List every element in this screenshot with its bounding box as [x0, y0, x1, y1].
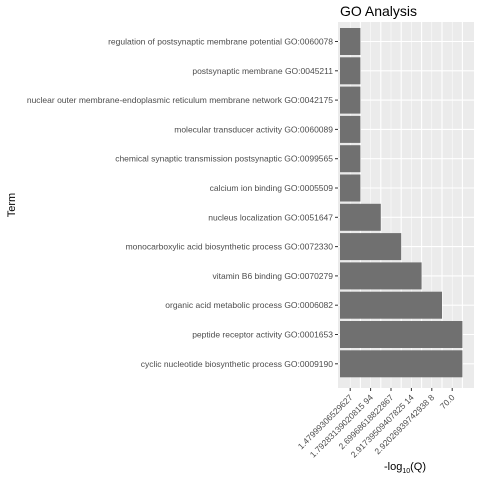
bar — [340, 233, 402, 261]
bar — [340, 115, 361, 143]
y-tick-label: cyclic nucleotide biosynthetic process G… — [141, 359, 334, 369]
bar — [340, 350, 463, 378]
y-tick-label: regulation of postsynaptic membrane pote… — [108, 37, 333, 47]
x-tick-label: 70.0 — [438, 392, 457, 411]
bar — [340, 174, 361, 202]
bar — [340, 262, 422, 290]
bar — [340, 321, 463, 348]
bar — [340, 57, 361, 85]
x-axis-title: -log10(Q) — [384, 461, 426, 475]
y-tick-label: peptide receptor activity GO:0001653 — [192, 330, 333, 340]
y-tick-label: organic acid metabolic process GO:000608… — [165, 300, 333, 310]
bar — [340, 291, 442, 319]
bar — [340, 203, 381, 231]
x-axis-title-suffix: (Q) — [410, 461, 426, 473]
y-tick-label: molecular transducer activity GO:0060089 — [174, 124, 333, 134]
y-axis-title: Term — [6, 193, 18, 217]
x-axis-title-prefix: -log — [384, 461, 402, 473]
y-tick-label: calcium ion binding GO:0005509 — [210, 183, 334, 193]
bars — [340, 28, 463, 378]
y-tick-label: nuclear outer membrane-endoplasmic retic… — [27, 95, 333, 105]
y-tick-label: monocarboxylic acid biosynthetic process… — [126, 242, 334, 252]
x-axis-title-subscript: 10 — [402, 468, 410, 475]
y-tick-label: chemical synaptic transmission postsynap… — [115, 154, 333, 164]
y-tick-labels: regulation of postsynaptic membrane pote… — [27, 37, 338, 369]
bar — [340, 28, 361, 55]
y-tick-label: postsynaptic membrane GO:0045211 — [192, 66, 333, 76]
chart-title: GO Analysis — [340, 3, 417, 19]
y-tick-label: nucleus localization GO:0051647 — [208, 212, 333, 222]
bar — [340, 86, 361, 114]
y-tick-label: vitamin B6 binding GO:0070279 — [213, 271, 334, 281]
bar — [340, 145, 361, 173]
